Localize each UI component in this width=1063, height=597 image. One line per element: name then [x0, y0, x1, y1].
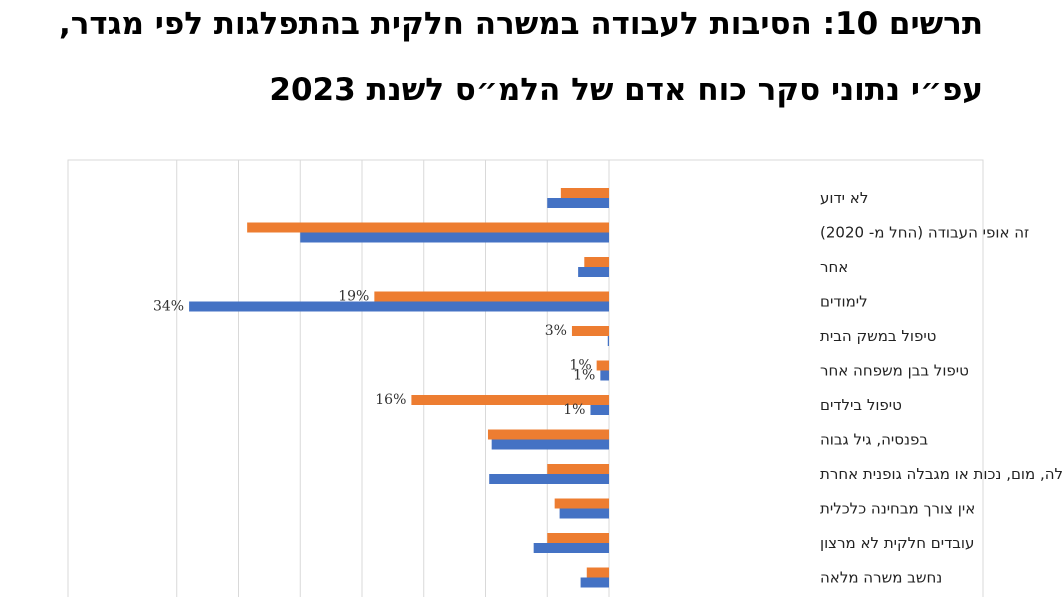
- bar-blue-10: [533, 543, 609, 553]
- bar-orange-5: [596, 360, 609, 371]
- bar-orange-6: [411, 395, 609, 405]
- bar-blue-5: [600, 370, 609, 381]
- category-label-6: טיפול בילדים: [820, 396, 902, 414]
- category-label-8: בגלל מחלה, מום, נכות או מגבלה גופנית אחר…: [820, 465, 1063, 483]
- bar-orange-9: [554, 498, 609, 509]
- bar-blue-11: [580, 577, 609, 588]
- data-label-orange-6: 16%: [375, 392, 406, 408]
- category-label-4: טיפול במשק הבית: [820, 327, 936, 345]
- plot-frame: [67, 159, 984, 597]
- category-label-1: זה אופי העבודה (החל מ- 2020): [820, 224, 1029, 242]
- bar-orange-11: [586, 567, 609, 578]
- bar-blue-6: [590, 405, 609, 415]
- labels: לא ידוע זה אופי העבודה (החל מ- 2020) אחר לי…: [153, 189, 1063, 587]
- bar-blue-8: [489, 474, 609, 484]
- chart-title-line-1: תרשים 10: הסיבות לעבודה במשרה חלקית בהתפ…: [58, 6, 983, 42]
- bar-blue-4: [607, 336, 609, 346]
- data-label-blue-6: 1%: [563, 402, 585, 418]
- bar-orange-3: [374, 291, 609, 302]
- data-label-blue-5: 1%: [573, 368, 595, 384]
- category-label-5: טיפול בבן משפחה אחר: [820, 362, 969, 380]
- bar-blue-9: [559, 508, 609, 519]
- bar-blue-0: [547, 198, 609, 208]
- category-label-10: עובדים חלקית לא מרצון: [820, 534, 974, 552]
- bar-orange-4: [571, 326, 609, 336]
- bar-orange-8: [547, 464, 609, 474]
- bar-blue-1: [300, 232, 609, 243]
- bar-orange-1: [247, 222, 609, 233]
- bar-blue-2: [578, 267, 609, 277]
- chart-title-line-2: עפ״י נתוני סקר כוח אדם של הלמ״ס לשנת 202…: [269, 72, 983, 108]
- category-label-9: אין צורך מבחינה כלכלית: [820, 500, 975, 518]
- category-label-7: בפנסיה, גיל גבוה: [820, 431, 928, 449]
- bar-blue-3: [189, 301, 609, 312]
- data-label-orange-4: 3%: [545, 323, 567, 339]
- data-label-orange-5: 1%: [569, 358, 591, 374]
- bar-orange-10: [547, 533, 609, 543]
- bar-orange-7: [487, 429, 609, 440]
- bar-orange-0: [560, 188, 609, 198]
- category-label-11: נחשב משרה מלאה: [820, 569, 942, 587]
- category-label-2: אחר: [820, 258, 848, 276]
- data-label-blue-3: 34%: [153, 299, 184, 315]
- bar-blue-7: [491, 439, 609, 450]
- category-label-0: לא ידוע: [820, 189, 868, 207]
- bars: [189, 188, 609, 588]
- data-label-orange-3: 19%: [338, 289, 369, 305]
- bar-orange-2: [584, 257, 609, 267]
- category-label-3: לימודים: [820, 293, 868, 311]
